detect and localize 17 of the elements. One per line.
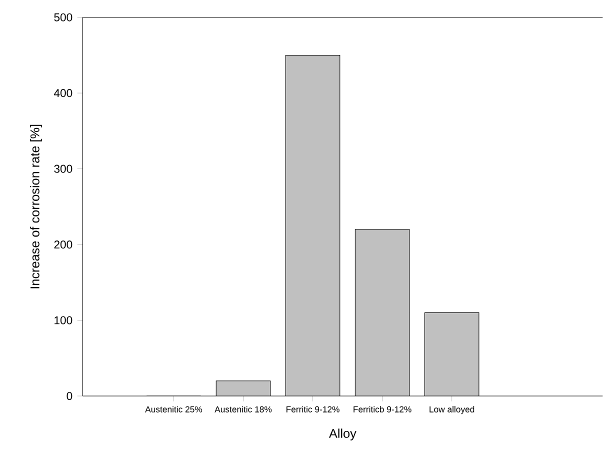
y-tick-label: 500 bbox=[54, 13, 72, 22]
x-tick-label: Ferriticb 9-12% bbox=[354, 406, 412, 412]
y-axis-title: Increase of corrosion rate [%] bbox=[30, 124, 42, 288]
bar bbox=[286, 55, 340, 396]
bar bbox=[424, 312, 480, 396]
bar bbox=[355, 229, 410, 396]
x-tick-label: Ferritic 9-12% bbox=[286, 406, 340, 412]
y-tick-label: 200 bbox=[54, 240, 72, 249]
y-tick-label: 300 bbox=[54, 164, 72, 173]
y-tick-label: 0 bbox=[66, 392, 72, 400]
x-tick-label: Austenitic 18% bbox=[214, 406, 272, 412]
x-tick-label: Austenitic 25% bbox=[145, 406, 202, 412]
y-tick-label: 100 bbox=[54, 316, 72, 324]
bar bbox=[216, 380, 270, 396]
y-tick-label: 400 bbox=[54, 89, 72, 98]
x-tick-label: Low alloyed bbox=[430, 406, 474, 414]
x-axis-title: Alloy bbox=[328, 428, 356, 440]
